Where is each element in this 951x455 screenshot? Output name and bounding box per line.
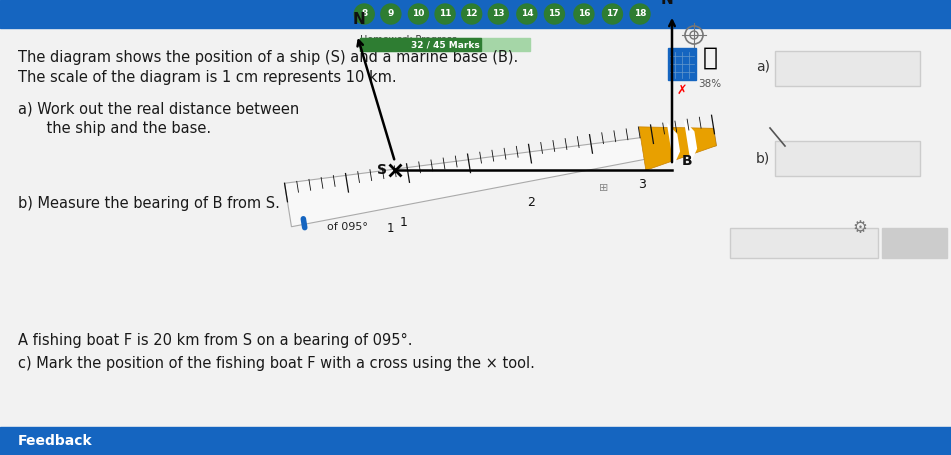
Text: 1: 1: [399, 216, 407, 229]
Text: The diagram shows the position of a ship (S) and a marine base (B).: The diagram shows the position of a ship…: [18, 50, 518, 65]
Text: 17: 17: [606, 10, 619, 19]
Text: 8: 8: [361, 10, 367, 19]
Text: 1: 1: [387, 222, 395, 235]
Circle shape: [573, 4, 594, 24]
Circle shape: [435, 4, 456, 24]
Text: 2: 2: [528, 196, 535, 209]
Circle shape: [354, 4, 375, 24]
Bar: [0, 0, 951, 28]
Text: c) Mark the position of the fishing boat F with a cross using the × tool.: c) Mark the position of the fishing boat…: [18, 356, 534, 371]
Text: of 095°: of 095°: [327, 222, 368, 232]
Text: 18: 18: [633, 10, 647, 19]
Text: N: N: [353, 12, 365, 27]
Circle shape: [516, 4, 537, 24]
Text: a): a): [756, 59, 770, 73]
Text: 15: 15: [548, 10, 561, 19]
Text: 🏆: 🏆: [703, 46, 717, 70]
Circle shape: [380, 4, 401, 24]
Circle shape: [630, 4, 650, 24]
Text: 11: 11: [438, 10, 452, 19]
Bar: [775, 51, 920, 86]
Text: B: B: [682, 154, 692, 168]
Text: b): b): [756, 151, 770, 165]
Polygon shape: [639, 127, 716, 170]
Text: Homework Progress: Homework Progress: [360, 35, 457, 45]
Bar: [0, 427, 951, 455]
Bar: [775, 141, 920, 176]
Text: ⚙: ⚙: [852, 219, 867, 237]
Bar: [730, 228, 878, 258]
Text: ✗: ✗: [677, 84, 688, 97]
Text: b) Measure the bearing of B from S.: b) Measure the bearing of B from S.: [18, 196, 280, 211]
Text: 13: 13: [492, 10, 505, 19]
Circle shape: [602, 4, 623, 24]
Circle shape: [544, 4, 565, 24]
Text: 10: 10: [412, 10, 425, 19]
Text: 14: 14: [520, 10, 534, 19]
Text: 16: 16: [577, 10, 591, 19]
Text: 9: 9: [388, 10, 394, 19]
Text: A fishing boat F is 20 km from S on a bearing of 095°.: A fishing boat F is 20 km from S on a be…: [18, 333, 413, 348]
Text: 3: 3: [638, 178, 647, 191]
Text: ⊞: ⊞: [599, 183, 609, 193]
Bar: [360, 38, 530, 51]
Text: S: S: [377, 163, 387, 177]
Text: Feedback: Feedback: [18, 434, 92, 448]
Text: a) Work out the real distance between: a) Work out the real distance between: [18, 102, 300, 117]
Bar: [668, 48, 696, 80]
Bar: [360, 38, 480, 51]
Circle shape: [461, 4, 482, 24]
Circle shape: [488, 4, 509, 24]
Text: 32 / 45 Marks: 32 / 45 Marks: [411, 40, 479, 49]
Text: N: N: [661, 0, 673, 7]
Text: The scale of the diagram is 1 cm represents 10 km.: The scale of the diagram is 1 cm represe…: [18, 70, 397, 85]
Circle shape: [408, 4, 429, 24]
Polygon shape: [284, 128, 716, 227]
Polygon shape: [684, 120, 697, 163]
Bar: [882, 228, 947, 258]
Polygon shape: [667, 122, 680, 166]
Text: 38%: 38%: [698, 79, 722, 89]
Text: 12: 12: [465, 10, 478, 19]
Text: the ship and the base.: the ship and the base.: [28, 121, 211, 136]
